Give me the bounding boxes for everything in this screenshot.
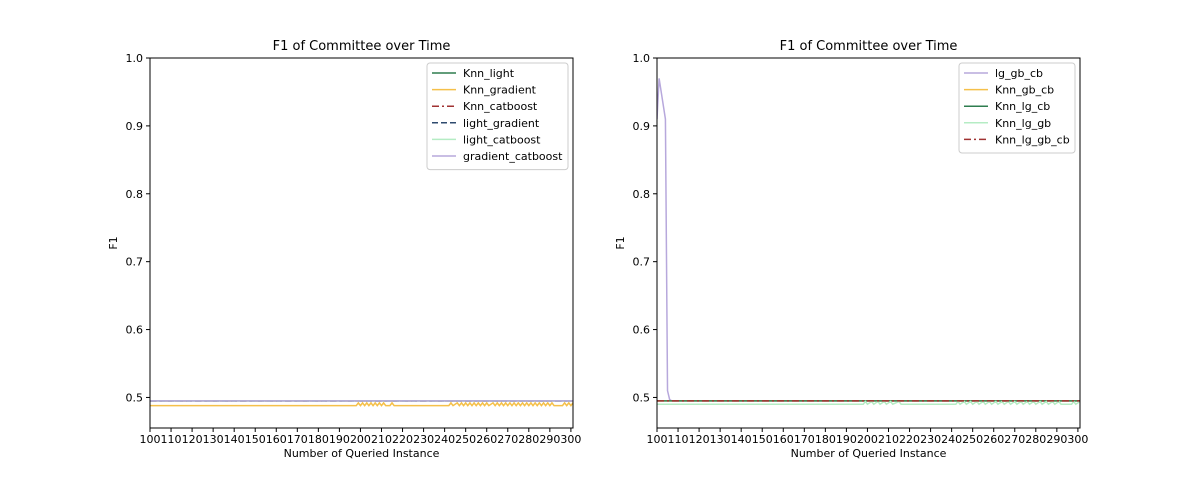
x-tick-label: 230 [413, 433, 434, 446]
x-tick-label: 170 [287, 433, 308, 446]
x-tick-label: 260 [983, 433, 1004, 446]
x-tick-label: 300 [560, 433, 581, 446]
legend-label-lg_gb_cb: lg_gb_cb [995, 67, 1043, 80]
x-tick-label: 220 [899, 433, 920, 446]
y-tick-label: 0.5 [126, 391, 144, 404]
x-tick-label: 140 [224, 433, 245, 446]
y-tick-label: 0.6 [126, 324, 144, 337]
y-tick-label: 0.7 [633, 256, 651, 269]
x-tick-label: 210 [371, 433, 392, 446]
x-tick-label: 150 [245, 433, 266, 446]
x-tick-label: 290 [1046, 433, 1067, 446]
chart-panel-2: F1 of Committee over Time 100 110 120 130 140… [614, 39, 1088, 460]
x-tick-label: 100 [647, 433, 668, 446]
legend-label-Knn_lg_gb: Knn_lg_gb [995, 117, 1051, 130]
legend-label-light_catboost: light_catboost [463, 133, 541, 146]
x-tick-label: 120 [182, 433, 203, 446]
legend-label-Knn_lg_gb_cb: Knn_lg_gb_cb [995, 133, 1070, 146]
x-tick-label: 190 [836, 433, 857, 446]
x-tick-label: 300 [1067, 433, 1088, 446]
x-tick-label: 240 [941, 433, 962, 446]
x-tick-label: 120 [689, 433, 710, 446]
series-group [150, 400, 573, 407]
plot-frame [149, 57, 574, 429]
y-tick-label: 1.0 [126, 52, 144, 65]
legend-label-Knn_gradient: Knn_gradient [463, 84, 537, 97]
series-line-Knn_gradient [150, 401, 573, 407]
legend-label-Knn_light: Knn_light [463, 67, 515, 80]
y-tick-label: 0.5 [633, 391, 651, 404]
y-axis-label: F1 [107, 236, 120, 249]
x-tick-label: 280 [518, 433, 539, 446]
chart-title: F1 of Committee over Time [273, 39, 451, 54]
x-tick-label: 280 [1025, 433, 1046, 446]
y-tick-label: 0.8 [633, 188, 651, 201]
x-tick-label: 290 [539, 433, 560, 446]
x-tick-label: 110 [161, 433, 182, 446]
y-tick-label: 0.8 [126, 188, 144, 201]
chart-panel-1: F1 of Committee over Time 100 110 120 130 140… [107, 39, 581, 460]
legend: Knn_light Knn_gradient Knn_catboost light_g… [426, 62, 569, 171]
x-tick-label: 150 [752, 433, 773, 446]
x-tick-label: 250 [962, 433, 983, 446]
x-tick-label: 130 [203, 433, 224, 446]
plot-frame [656, 57, 1081, 429]
x-tick-label: 160 [266, 433, 287, 446]
x-tick-label: 210 [878, 433, 899, 446]
x-tick-label: 100 [140, 433, 161, 446]
legend-label-Knn_gb_cb: Knn_gb_cb [995, 84, 1054, 97]
x-tick-label: 200 [857, 433, 878, 446]
legend-box [426, 62, 569, 171]
x-axis-label: Number of Queried Instance [284, 447, 440, 460]
legend-box [958, 62, 1076, 154]
y-tick-label: 0.7 [126, 256, 144, 269]
x-tick-label: 130 [710, 433, 731, 446]
legend-label-Knn_lg_cb: Knn_lg_cb [995, 100, 1050, 113]
x-tick-label: 260 [476, 433, 497, 446]
y-tick-label: 0.9 [633, 120, 651, 133]
x-tick-label: 200 [350, 433, 371, 446]
y-axis-label: F1 [614, 236, 627, 249]
x-tick-label: 250 [455, 433, 476, 446]
x-tick-label: 190 [329, 433, 350, 446]
legend-label-gradient_catboost: gradient_catboost [463, 150, 563, 163]
x-tick-label: 270 [497, 433, 518, 446]
x-tick-label: 220 [392, 433, 413, 446]
y-tick-label: 0.6 [633, 324, 651, 337]
y-tick-label: 1.0 [633, 52, 651, 65]
x-tick-label: 170 [794, 433, 815, 446]
x-tick-label: 240 [434, 433, 455, 446]
y-tick-label: 0.9 [126, 120, 144, 133]
x-tick-label: 180 [815, 433, 836, 446]
legend-label-Knn_catboost: Knn_catboost [463, 100, 538, 113]
x-tick-label: 110 [668, 433, 689, 446]
legend: lg_gb_cb Knn_gb_cb Knn_lg_cb Knn_lg_gb Knn_l… [958, 62, 1076, 154]
x-tick-label: 180 [308, 433, 329, 446]
x-axis-label: Number of Queried Instance [791, 447, 947, 460]
x-tick-label: 140 [731, 433, 752, 446]
legend-label-light_gradient: light_gradient [463, 117, 540, 130]
chart-title: F1 of Committee over Time [780, 39, 958, 54]
series-group [657, 78, 1080, 406]
x-tick-label: 230 [920, 433, 941, 446]
x-tick-label: 160 [773, 433, 794, 446]
x-tick-label: 270 [1004, 433, 1025, 446]
series-line-Knn_lg_gb [657, 400, 1080, 406]
